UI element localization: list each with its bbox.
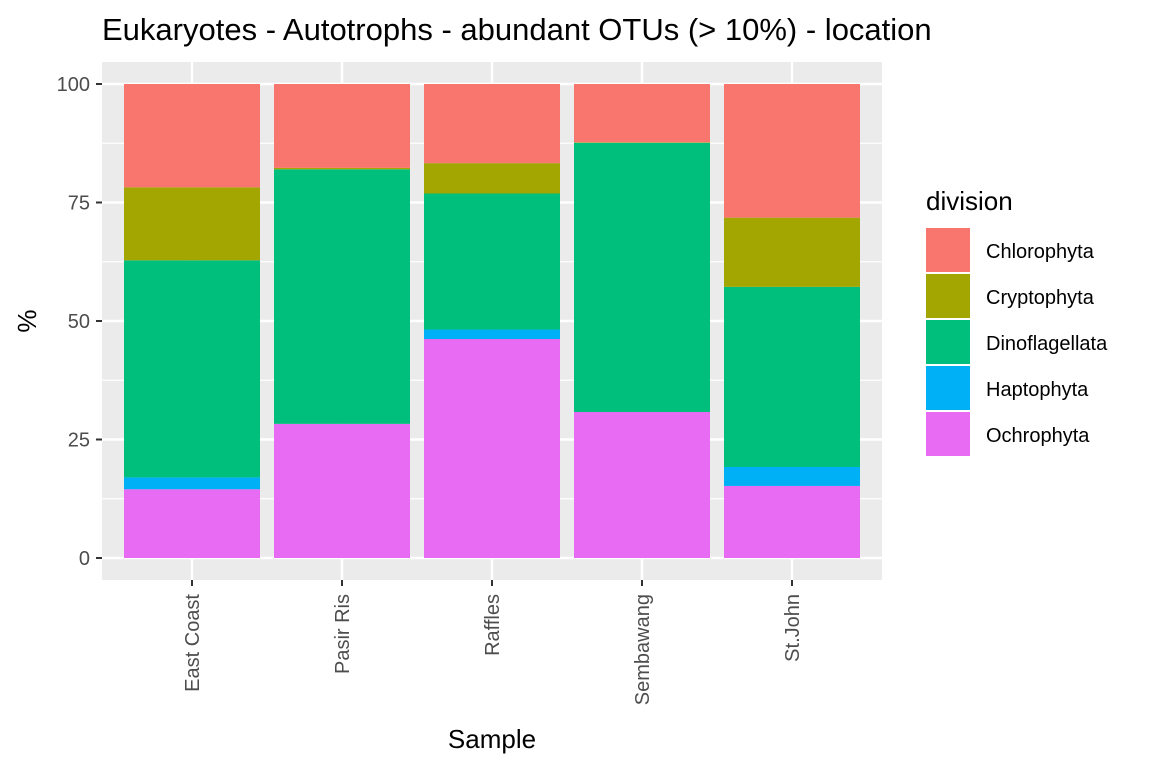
y-tick-label: 25	[68, 430, 90, 452]
bar-east-coast-dinoflagellata	[124, 260, 260, 478]
bar-pasir-ris-cryptophyta	[274, 167, 410, 170]
legend-label-chlorophyta: Chlorophyta	[986, 241, 1095, 263]
bar-st-john-haptophyta	[724, 466, 860, 486]
x-tick-label-raffles: Raffles	[482, 594, 504, 656]
bar-east-coast-chlorophyta	[124, 84, 260, 188]
bar-sembawang-dinoflagellata	[574, 142, 710, 413]
legend-swatch-dinoflagellata	[926, 320, 970, 364]
x-axis-title: Sample	[448, 724, 536, 754]
bar-st-john-dinoflagellata	[724, 286, 860, 467]
bar-east-coast-cryptophyta	[124, 187, 260, 261]
bar-east-coast-ochrophyta	[124, 489, 260, 558]
legend: division Chlorophyta Cryptophyta Dinoflage…	[926, 186, 1108, 456]
bar-sembawang-chlorophyta	[574, 84, 710, 143]
bar-raffles-haptophyta	[424, 329, 560, 340]
bar-raffles-cryptophyta	[424, 163, 560, 194]
x-tick-label-sembawang: Sembawang	[632, 594, 654, 705]
bar-pasir-ris-ochrophyta	[274, 423, 410, 558]
legend-label-ochrophyta: Ochrophyta	[986, 425, 1090, 447]
legend-swatch-chlorophyta	[926, 228, 970, 272]
y-tick-label: 100	[57, 74, 90, 96]
x-axis: East Coast Pasir Ris Raffles Sembawang St.Jo…	[182, 580, 804, 705]
bar-raffles-ochrophyta	[424, 339, 560, 558]
legend-label-cryptophyta: Cryptophyta	[986, 287, 1095, 309]
chart-title: Eukaryotes - Autotrophs - abundant OTUs …	[102, 12, 932, 47]
legend-swatch-ochrophyta	[926, 412, 970, 456]
y-axis-title: %	[12, 309, 42, 332]
bar-st-john-cryptophyta	[724, 217, 860, 287]
y-tick-label: 50	[68, 311, 90, 333]
y-axis: 0 25 50 75 100	[57, 74, 102, 570]
bar-st-john-chlorophyta	[724, 84, 860, 218]
bar-pasir-ris-dinoflagellata	[274, 169, 410, 424]
legend-title: division	[926, 186, 1013, 216]
bar-east-coast-haptophyta	[124, 477, 260, 490]
legend-label-haptophyta: Haptophyta	[986, 379, 1089, 401]
legend-label-dinoflagellata: Dinoflagellata	[986, 333, 1108, 355]
bar-raffles-chlorophyta	[424, 84, 560, 164]
bar-st-john-ochrophyta	[724, 485, 860, 558]
legend-swatch-haptophyta	[926, 366, 970, 410]
x-tick-label-east-coast: East Coast	[182, 594, 204, 692]
bars	[124, 84, 860, 558]
bar-pasir-ris-chlorophyta	[274, 84, 410, 168]
y-tick-label: 0	[79, 548, 90, 570]
y-tick-label: 75	[68, 193, 90, 215]
x-tick-label-pasir-ris: Pasir Ris	[332, 594, 354, 674]
bar-raffles-dinoflagellata	[424, 193, 560, 330]
x-tick-label-st-john: St.John	[782, 594, 804, 662]
legend-swatch-cryptophyta	[926, 274, 970, 318]
bar-sembawang-ochrophyta	[574, 412, 710, 558]
